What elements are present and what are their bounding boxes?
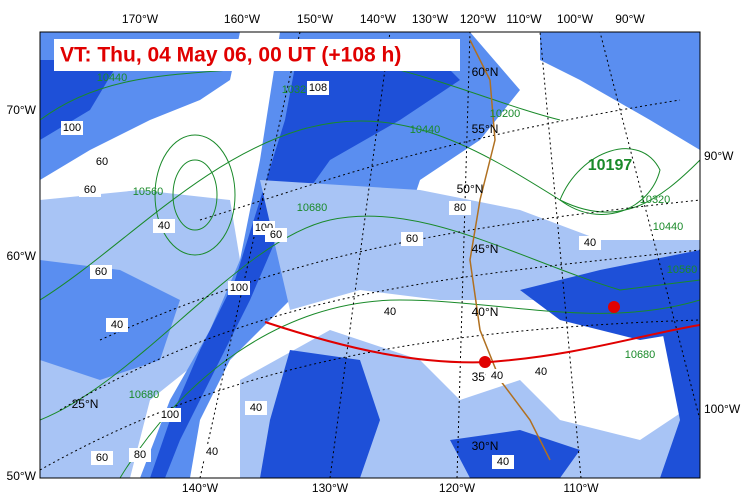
wind-label: 40 bbox=[497, 456, 509, 468]
wind-label: 40 bbox=[584, 237, 596, 249]
label-box bbox=[129, 448, 151, 462]
label-box bbox=[228, 281, 250, 295]
lon-label: 110°W bbox=[506, 12, 542, 26]
height-label: 10320 bbox=[282, 84, 313, 96]
wind-area bbox=[660, 310, 700, 478]
wind-label: 80 bbox=[454, 202, 466, 214]
label-box bbox=[106, 318, 128, 332]
inner-labels: 60°N55°N50°N45°N40°N35°N30°N25°N10440103… bbox=[61, 65, 697, 469]
lon-label: 120°W bbox=[439, 481, 476, 495]
track-point bbox=[608, 301, 620, 313]
height-label: 10680 bbox=[297, 202, 328, 214]
graticule bbox=[40, 32, 700, 478]
wind-label: 60 bbox=[95, 266, 107, 278]
wind-label: 100 bbox=[230, 282, 248, 294]
wind-label: 100 bbox=[161, 409, 179, 421]
wind-label: 60 bbox=[96, 452, 108, 464]
lon-label: 160°W bbox=[224, 12, 261, 26]
label-box bbox=[90, 265, 112, 279]
lon-label: 100°W bbox=[704, 402, 741, 416]
label-box bbox=[159, 408, 181, 422]
label-box bbox=[201, 445, 223, 459]
height-label: 10440 bbox=[97, 72, 128, 84]
calm-area bbox=[350, 320, 460, 360]
label-box bbox=[265, 228, 287, 242]
wind-label: 40 bbox=[535, 366, 547, 378]
wind-label: 60 bbox=[84, 184, 96, 196]
lat-label: 25°N bbox=[72, 397, 99, 411]
height-label: 10440 bbox=[410, 124, 441, 136]
lon-label: 60°W bbox=[7, 249, 37, 263]
height-label: 10680 bbox=[129, 389, 160, 401]
label-box bbox=[79, 183, 101, 197]
lat-label: 40°N bbox=[472, 305, 499, 319]
wind-area bbox=[450, 430, 580, 478]
lon-label: 110°W bbox=[563, 481, 599, 495]
lon-label: 50°W bbox=[7, 469, 37, 483]
wind-label: 40 bbox=[206, 446, 218, 458]
height-label: 10560 bbox=[133, 186, 164, 198]
label-box bbox=[401, 232, 423, 246]
height-label: 10440 bbox=[653, 221, 684, 233]
lon-label: 90°W bbox=[615, 12, 645, 26]
label-box bbox=[307, 81, 329, 95]
wind-label: 40 bbox=[250, 402, 262, 414]
wind-area bbox=[540, 32, 700, 150]
label-box bbox=[530, 365, 552, 379]
lat-label: 45°N bbox=[472, 242, 499, 256]
label-box bbox=[486, 369, 508, 383]
map-frame bbox=[39, 31, 701, 479]
label-box bbox=[492, 455, 514, 469]
wind-label: 80 bbox=[134, 449, 146, 461]
lat-label: 30°N bbox=[472, 439, 499, 453]
wind-label: 60 bbox=[96, 156, 108, 168]
lat-label: 50°N bbox=[457, 182, 484, 196]
lat-label: 60°N bbox=[472, 65, 499, 79]
track-point bbox=[479, 356, 491, 368]
label-box bbox=[61, 121, 83, 135]
wind-label: 40 bbox=[384, 306, 396, 318]
wind-label: 108 bbox=[309, 82, 327, 94]
label-box bbox=[449, 201, 471, 215]
height-label: 10320 bbox=[640, 194, 671, 206]
lon-label: 130°W bbox=[412, 12, 449, 26]
map-area: 60°N55°N50°N45°N40°N35°N30°N25°N10440103… bbox=[40, 32, 700, 478]
wind-area bbox=[40, 60, 120, 140]
height-label: 10680 bbox=[625, 349, 656, 361]
label-box bbox=[91, 451, 113, 465]
label-box bbox=[245, 401, 267, 415]
wind-area bbox=[260, 350, 380, 478]
height-label: 10560 bbox=[667, 264, 698, 276]
lon-label: 150°W bbox=[297, 12, 334, 26]
lon-label: 120°W bbox=[460, 12, 497, 26]
wind-label: 60 bbox=[406, 233, 418, 245]
lon-label: 140°W bbox=[360, 12, 397, 26]
lat-label: 55°N bbox=[472, 122, 499, 136]
lon-label: 90°W bbox=[704, 149, 734, 163]
height-center-label: 10197 bbox=[588, 157, 633, 174]
lon-label: 170°W bbox=[122, 12, 159, 26]
lon-label: 130°W bbox=[312, 481, 349, 495]
label-box bbox=[379, 305, 401, 319]
axis-labels: 170°W 160°W 150°W 140°W 130°W 120°W 110°W 100°W… bbox=[7, 12, 741, 495]
wind-label: 40 bbox=[491, 370, 503, 382]
wind-label: 60 bbox=[270, 229, 282, 241]
title: VT: Thu, 04 May 06, 00 UT (+108 h) bbox=[60, 44, 401, 67]
wind-label: 40 bbox=[158, 220, 170, 232]
lon-label: 70°W bbox=[7, 103, 37, 117]
title-box bbox=[54, 39, 460, 71]
lon-label: 140°W bbox=[182, 481, 219, 495]
coastline bbox=[469, 39, 551, 461]
label-box bbox=[579, 236, 601, 250]
wind-label: 40 bbox=[111, 319, 123, 331]
wind-label: 100 bbox=[63, 122, 81, 134]
label-box bbox=[153, 219, 175, 233]
wind-area bbox=[150, 40, 460, 478]
wind-area bbox=[520, 250, 700, 340]
height-label: 10200 bbox=[490, 108, 521, 120]
lon-label: 100°W bbox=[557, 12, 594, 26]
label-box bbox=[91, 155, 113, 169]
